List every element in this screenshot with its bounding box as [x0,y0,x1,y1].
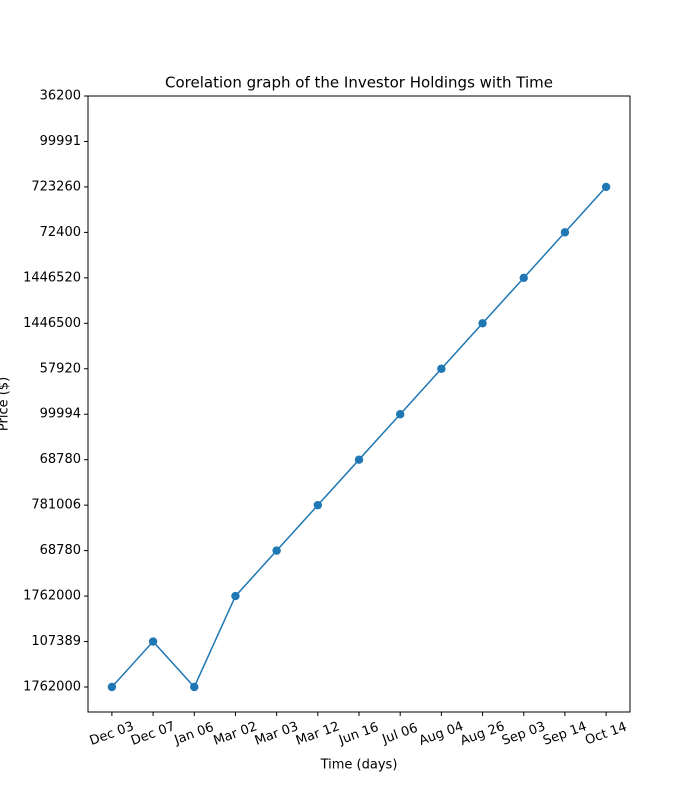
x-tick-label: Oct 14 [583,720,629,749]
data-point [190,682,199,692]
x-tick-label: Jun 16 [336,720,381,748]
data-point [231,591,240,601]
plot-frame [87,95,631,713]
data-point [354,455,364,464]
data-point [272,546,281,555]
y-axis-label: Price ($) [0,377,12,431]
y-tick-label: 99991 [40,134,81,149]
data-point [478,319,487,328]
y-tick-label: 1762000 [23,589,81,604]
data-point [601,182,611,192]
y-tick-label: 72400 [40,225,81,240]
y-tick-label: 99994 [40,407,81,422]
data-point [437,364,446,373]
y-tick-label: 68780 [40,452,81,467]
x-tick-label: Sep 14 [541,719,589,749]
data-point [395,410,405,419]
data-point [148,637,158,646]
y-tick-label: 1446520 [23,270,81,285]
x-tick-label: Dec 07 [129,719,177,749]
x-axis-label: Time (days) [320,758,398,773]
y-tick-label: 68780 [40,543,81,558]
data-point [519,273,528,283]
data-point [107,682,117,692]
y-tick-label: 57920 [40,361,81,376]
y-tick-label: 781006 [31,498,81,513]
series-line [111,186,607,689]
data-point [560,228,570,237]
y-tick-label: 36200 [40,89,81,104]
x-tick-label: Jul 06 [380,721,420,748]
chart-title: Corelation graph of the Investor Holding… [165,74,553,92]
y-tick-label: 1446500 [23,316,81,331]
y-tick-label: 1762000 [23,679,81,694]
y-tick-label: 107389 [31,634,81,649]
x-tick-label: Mar 12 [294,719,342,749]
data-point [313,500,323,510]
x-tick-label: Jan 06 [172,720,216,748]
y-tick-label: 723260 [31,179,81,194]
